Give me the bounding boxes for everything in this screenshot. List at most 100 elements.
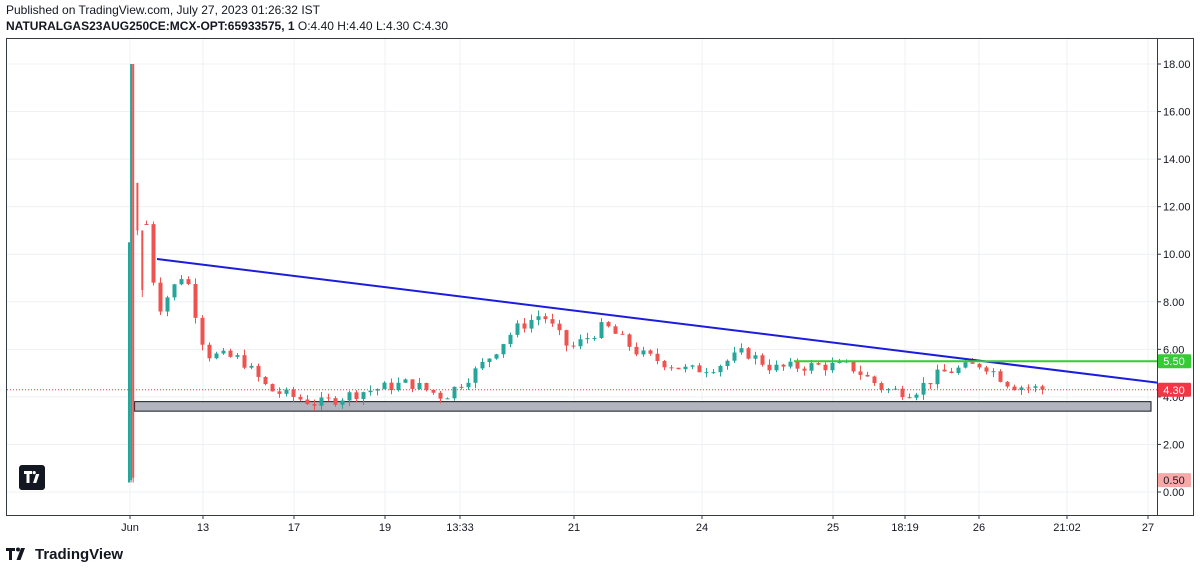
candle-body <box>851 361 856 372</box>
x-tick-label: 13:33 <box>446 522 474 534</box>
candle-body <box>767 364 772 371</box>
candle-body <box>942 369 947 372</box>
candle-body <box>935 369 940 385</box>
candle-body <box>655 353 660 362</box>
x-tick-label: Jun <box>121 522 139 534</box>
candle-body <box>277 391 282 394</box>
candle-body <box>970 362 975 364</box>
candle-body <box>641 350 646 355</box>
candle-body <box>578 339 583 347</box>
x-tick-label: 13 <box>197 522 209 534</box>
candle-body <box>214 353 219 359</box>
candle-body <box>900 388 905 398</box>
price-axis[interactable]: 0.002.004.006.008.0010.0012.0014.0016.00… <box>1157 59 1191 499</box>
candle-body <box>585 338 590 340</box>
candle-body <box>193 284 198 318</box>
candle-body <box>144 224 149 226</box>
y-tick-label: 6.00 <box>1163 344 1184 356</box>
candle-body <box>340 400 345 405</box>
support-zone-rect[interactable] <box>134 401 1152 412</box>
candle-body <box>823 364 828 371</box>
candle-body <box>298 396 303 400</box>
candle-body <box>557 323 562 331</box>
y-tick-label: 10.00 <box>1163 249 1191 261</box>
x-tick-label: 18:19 <box>891 522 919 534</box>
candle-body <box>816 363 821 365</box>
candle-body <box>795 361 800 369</box>
candle-body <box>151 224 156 283</box>
y-tick-label: 14.00 <box>1163 154 1191 166</box>
candle-body <box>445 398 450 400</box>
y-tick-label: 18.00 <box>1163 59 1191 71</box>
tradingview-watermark-icon[interactable] <box>19 465 45 490</box>
candle-body <box>141 230 144 290</box>
candle-body <box>998 371 1003 382</box>
candle-body <box>627 334 632 347</box>
time-axis[interactable]: Jun 13 17 19 13:33 21 24 25 18:19 26 21:02 27 <box>121 515 1154 534</box>
candle-body <box>928 382 933 385</box>
candle-body <box>746 348 751 359</box>
price-label: 5.50 <box>1163 356 1184 368</box>
candle-body <box>620 333 625 335</box>
last-price-label: 4.30 <box>1163 385 1184 397</box>
candle-body <box>837 361 842 363</box>
candle-body <box>249 365 254 368</box>
candle-body <box>263 376 268 385</box>
candle-body <box>305 399 310 405</box>
candle-body <box>599 322 604 339</box>
candle-body <box>879 383 884 390</box>
candle-body <box>132 64 135 478</box>
candle-body <box>872 376 877 384</box>
candle-body <box>452 386 457 399</box>
x-tick-label: 25 <box>827 522 839 534</box>
last-price-label-bg <box>1158 382 1191 397</box>
candle-body <box>634 346 639 355</box>
candle-body <box>501 344 506 355</box>
candle-body <box>858 371 863 375</box>
candle-body <box>1012 386 1017 391</box>
candle-body <box>1019 387 1024 391</box>
candle-body <box>802 368 807 371</box>
candle-body <box>648 350 653 354</box>
candle-body <box>1026 387 1031 389</box>
x-tick-label: 17 <box>288 522 300 534</box>
candle-body <box>676 367 681 370</box>
candle-body <box>606 322 611 327</box>
candle-body <box>564 330 569 346</box>
candle-body <box>128 242 130 483</box>
published-caption: Published on TradingView.com, July 27, 2… <box>6 3 320 17</box>
candle-body <box>487 358 492 362</box>
candle-body <box>235 355 240 357</box>
drawn-lines[interactable] <box>7 257 1158 391</box>
candle-body <box>991 371 996 373</box>
support-zone[interactable] <box>134 401 1152 412</box>
candles <box>128 64 1045 483</box>
candle-body <box>683 366 688 370</box>
tradingview-logo-icon <box>6 547 25 560</box>
candle-body <box>613 326 618 334</box>
x-tick-label: 26 <box>973 522 985 534</box>
candle-body <box>956 367 961 373</box>
candle-body <box>424 382 429 390</box>
candle-body <box>732 352 737 361</box>
candle-body <box>592 338 597 340</box>
candle-body <box>438 392 443 399</box>
candle-body <box>459 386 464 388</box>
candle-body <box>949 371 954 373</box>
candle-body <box>809 363 814 371</box>
y-tick-label: 12.00 <box>1163 202 1191 214</box>
candle-body <box>333 398 338 405</box>
candle-body <box>354 392 359 399</box>
candle-body <box>228 350 233 357</box>
candle-body <box>522 323 527 329</box>
candle-body <box>284 389 289 394</box>
candle-body <box>718 366 723 373</box>
candle-body <box>179 279 184 285</box>
candle-body <box>256 365 261 377</box>
candle-body <box>963 362 968 368</box>
tradingview-brand[interactable]: TradingView <box>6 545 123 563</box>
candle-body <box>690 365 695 367</box>
candle-body <box>529 319 534 329</box>
candle-body <box>473 368 478 383</box>
